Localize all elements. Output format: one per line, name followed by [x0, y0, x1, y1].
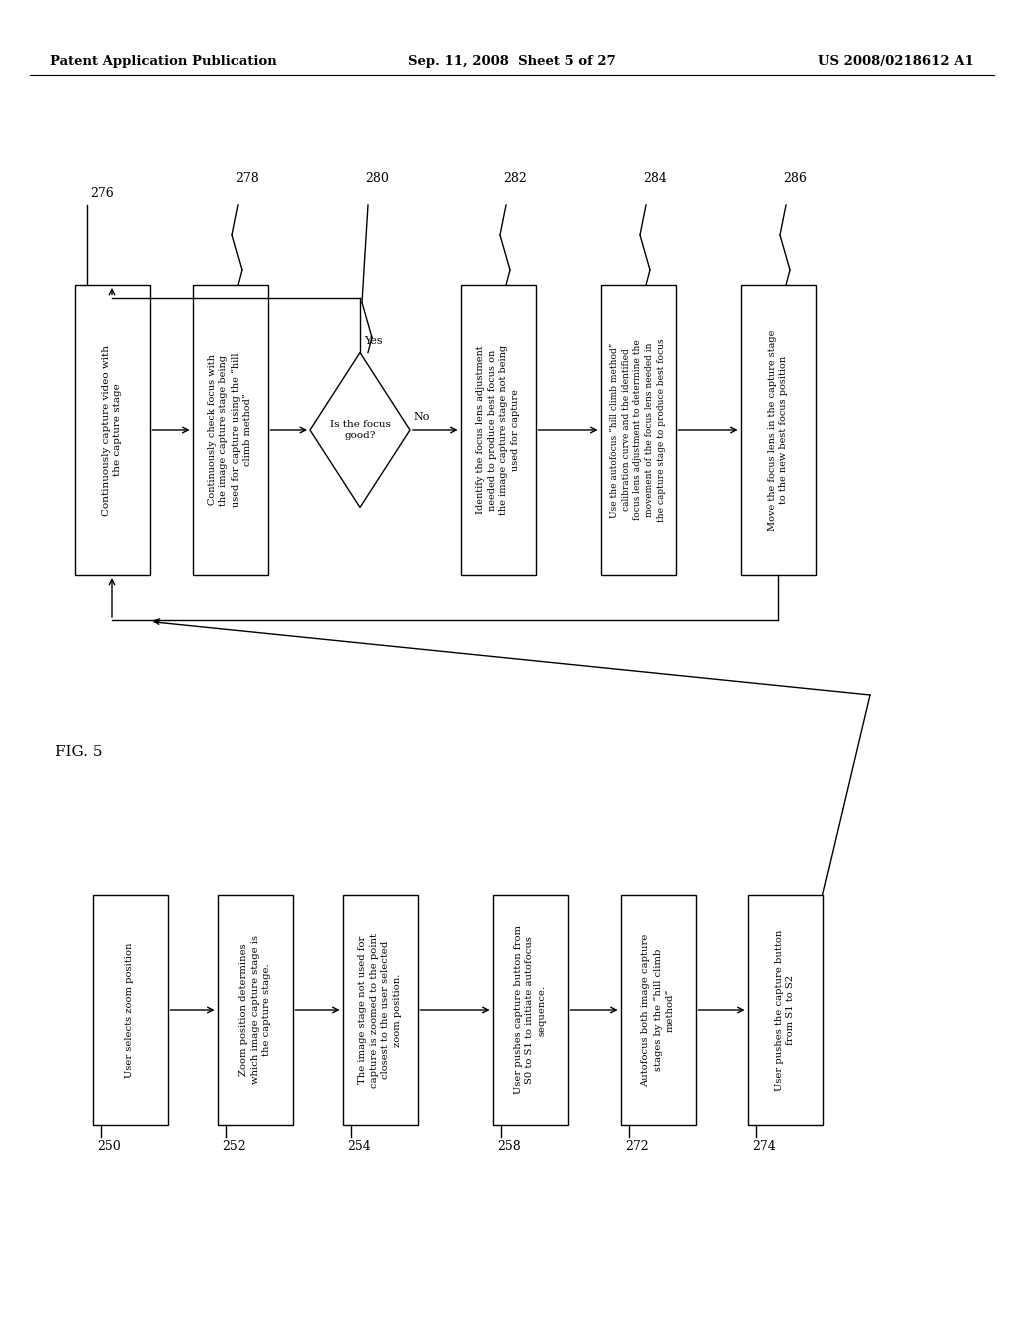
Text: 284: 284 [643, 172, 667, 185]
Text: Use the autofocus “hill climb method”
calibration curve and the identified
focus: Use the autofocus “hill climb method” ca… [610, 338, 666, 521]
Text: Continuously check focus with
the image capture stage being
used for capture usi: Continuously check focus with the image … [208, 352, 253, 507]
Text: Patent Application Publication: Patent Application Publication [50, 55, 276, 69]
Text: Move the focus lens in the capture stage
to the new best focus position: Move the focus lens in the capture stage… [768, 329, 788, 531]
Text: 254: 254 [347, 1140, 372, 1152]
Bar [493, 895, 567, 1125]
Text: Yes: Yes [364, 337, 383, 346]
Text: 250: 250 [97, 1140, 121, 1152]
Text: 274: 274 [753, 1140, 776, 1152]
Bar [600, 285, 676, 576]
Text: No: No [413, 412, 429, 422]
Text: Is the focus
good?: Is the focus good? [330, 420, 390, 440]
Text: 286: 286 [783, 172, 807, 185]
Text: User selects zoom position: User selects zoom position [126, 942, 134, 1077]
Bar [461, 285, 536, 576]
Bar [748, 895, 822, 1125]
Text: User pushes capture button from
S0 to S1 to initiate autofocus
sequence.: User pushes capture button from S0 to S1… [514, 925, 546, 1094]
Text: 278: 278 [234, 172, 259, 185]
Text: 282: 282 [503, 172, 526, 185]
Text: Zoom position determines
which image capture stage is
the capture stage.: Zoom position determines which image cap… [239, 936, 271, 1085]
Text: Autofocus both image capture
stages by the “hill climb
method”: Autofocus both image capture stages by t… [641, 933, 675, 1086]
Text: Sep. 11, 2008  Sheet 5 of 27: Sep. 11, 2008 Sheet 5 of 27 [409, 55, 615, 69]
Bar [92, 895, 168, 1125]
Text: Identify the focus lens adjustment
needed to produce best focus on
the image cap: Identify the focus lens adjustment neede… [476, 345, 520, 515]
Text: Continuously capture video with
the capture stage: Continuously capture video with the capt… [101, 345, 123, 516]
Bar [342, 895, 418, 1125]
Text: FIG. 5: FIG. 5 [55, 744, 102, 759]
Text: User pushes the capture button
from S1 to S2: User pushes the capture button from S1 t… [774, 929, 796, 1090]
Text: 280: 280 [365, 172, 389, 185]
Text: 252: 252 [222, 1140, 246, 1152]
Text: The image stage not used for
capture is zoomed to the point
closest to the user : The image stage not used for capture is … [357, 932, 402, 1088]
Bar [621, 895, 695, 1125]
Polygon shape [310, 352, 410, 507]
Text: US 2008/0218612 A1: US 2008/0218612 A1 [818, 55, 974, 69]
Text: 258: 258 [498, 1140, 521, 1152]
Bar [193, 285, 267, 576]
Bar [75, 285, 150, 576]
Bar [217, 895, 293, 1125]
Bar [740, 285, 815, 576]
Text: 272: 272 [626, 1140, 649, 1152]
Text: 276: 276 [90, 187, 114, 201]
